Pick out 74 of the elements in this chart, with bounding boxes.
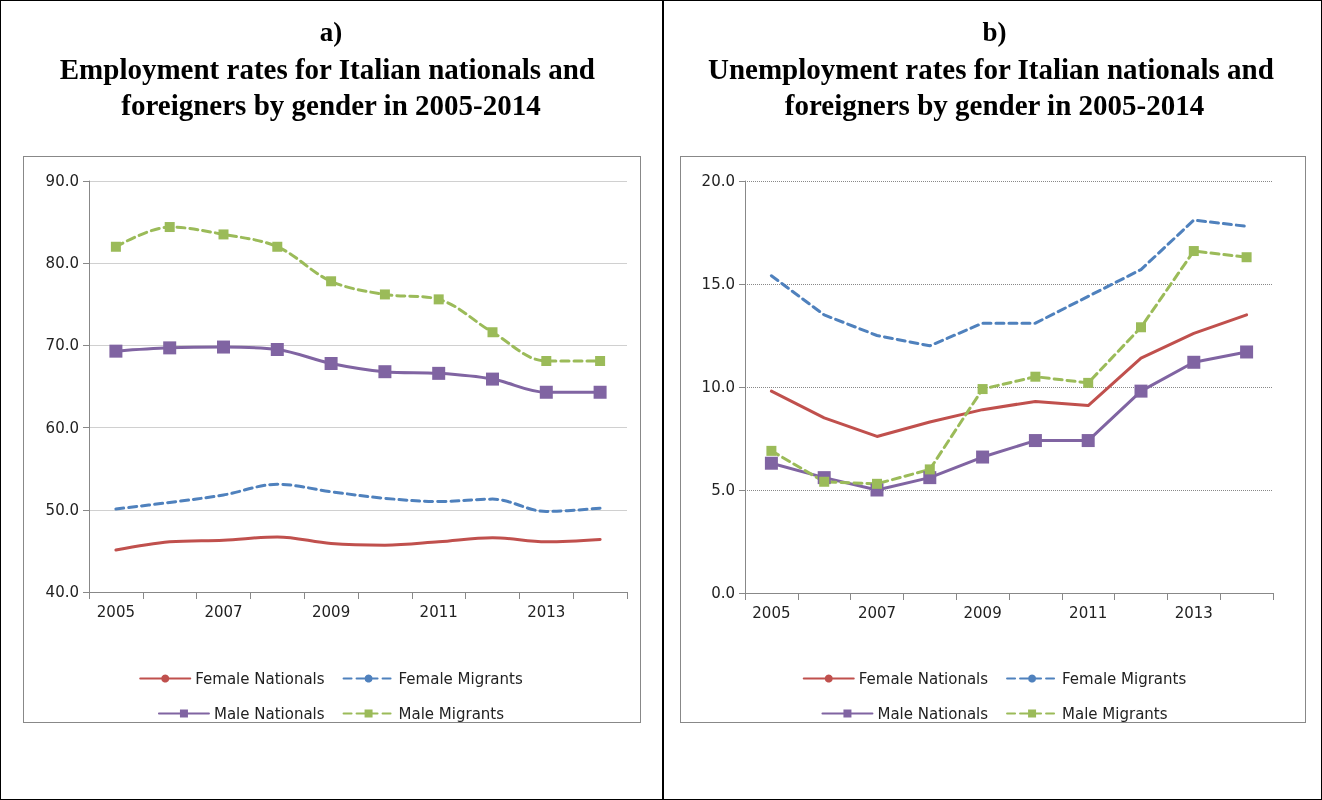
point: [1083, 377, 1094, 388]
legend-label: Female Nationals: [195, 669, 325, 688]
point: [1136, 322, 1146, 333]
point: [1134, 384, 1148, 398]
point: [764, 456, 778, 470]
x-tick-label: 2007: [204, 602, 243, 621]
point: [1188, 246, 1199, 257]
chart-subtitle: Employment rates for Italian nationals and foreigners by gender in 2005-2014: [59, 53, 603, 121]
y-tick-label: 50.0: [45, 500, 79, 519]
point: [270, 343, 284, 357]
point: [924, 464, 935, 475]
legend-label: Male Migrants: [398, 704, 505, 723]
chart-title: b): [982, 16, 1007, 47]
y-tick-label: 80.0: [45, 254, 79, 273]
x-tick-label: 2013: [1174, 603, 1213, 622]
legend-label: Male Nationals: [213, 704, 325, 723]
y-tick-label: 10.0: [701, 378, 735, 396]
point: [1241, 252, 1252, 263]
legend-label: Female Migrants: [1062, 669, 1187, 688]
point: [1081, 434, 1095, 448]
point: [539, 385, 553, 399]
legend-label: Male Nationals: [877, 704, 989, 723]
line-series: [114, 482, 602, 513]
point: [976, 450, 990, 464]
point: [977, 384, 988, 395]
point: [378, 365, 392, 379]
x-tick-label: 2011: [1069, 603, 1108, 622]
point: [163, 341, 177, 355]
point: [872, 478, 882, 489]
x-tick-label: 2005: [752, 603, 791, 622]
point: [486, 372, 499, 386]
legend-label: Male Migrants: [1062, 704, 1168, 723]
y-tick-label: 70.0: [45, 336, 79, 355]
y-tick-label: 40.0: [45, 583, 79, 601]
point: [766, 445, 777, 456]
point: [109, 344, 123, 358]
legend-label: Female Migrants: [398, 669, 523, 688]
point: [432, 366, 446, 380]
point: [593, 385, 607, 399]
legend-label: Female Nationals: [858, 669, 989, 688]
chart-subtitle: Unemployment rates for Italian nationals and foreigners by gender in 2005-2014: [707, 53, 1282, 121]
line-series: [114, 535, 602, 552]
y-tick-label: 5.0: [711, 481, 735, 499]
line-series: [769, 218, 1249, 348]
x-tick-label: 2005: [96, 602, 135, 621]
point: [218, 229, 229, 240]
y-tick-label: 90.0: [45, 172, 79, 190]
point: [541, 356, 552, 367]
x-tick-label: 2009: [963, 603, 1002, 622]
x-tick-label: 2013: [527, 602, 566, 621]
point: [164, 222, 175, 233]
point: [110, 241, 121, 252]
point: [326, 276, 337, 287]
y-tick-label: 0.0: [711, 584, 735, 602]
point: [433, 294, 444, 305]
y-tick-label: 60.0: [45, 418, 79, 437]
point: [324, 356, 338, 370]
line-series: [769, 313, 1249, 438]
point: [819, 476, 830, 487]
chart-title: a): [319, 16, 343, 47]
x-tick-label: 2009: [312, 602, 351, 621]
point: [1240, 345, 1254, 359]
point: [1030, 371, 1041, 382]
point: [272, 241, 283, 252]
point: [217, 340, 230, 354]
point: [1028, 434, 1042, 448]
point: [487, 327, 498, 338]
point: [1187, 355, 1201, 369]
y-tick-label: 15.0: [701, 275, 735, 293]
x-tick-label: 2007: [857, 603, 897, 622]
point: [595, 356, 606, 367]
point: [379, 289, 390, 300]
x-tick-label: 2011: [419, 602, 458, 621]
y-tick-label: 20.0: [701, 172, 735, 190]
